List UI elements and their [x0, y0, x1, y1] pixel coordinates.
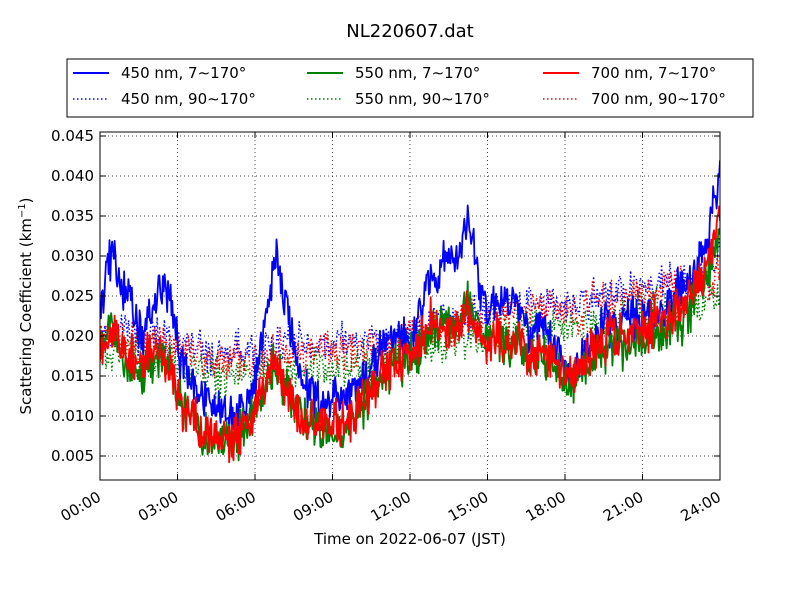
x-tick-label: 09:00 [290, 488, 336, 525]
x-tick-label: 21:00 [600, 488, 646, 525]
x-tick-label: 03:00 [135, 488, 181, 525]
x-axis-label: Time on 2022-06-07 (JST) [313, 530, 506, 548]
legend-label-1: 450 nm, 90∼170° [121, 90, 256, 108]
y-tick-label: 0.040 [51, 167, 94, 185]
x-tick-label: 12:00 [368, 488, 414, 525]
legend-label-3: 550 nm, 90∼170° [355, 90, 490, 108]
y-axis-label-close: ) [17, 197, 35, 203]
y-tick-label: 0.030 [51, 247, 94, 265]
series-layer [100, 160, 720, 464]
x-tick-label: 18:00 [523, 488, 569, 525]
legend-label-2: 550 nm, 7∼170° [355, 64, 480, 82]
legend: 450 nm, 7∼170° 450 nm, 90∼170° 550 nm, 7∼1… [66, 58, 754, 118]
legend-label-0: 450 nm, 7∼170° [121, 64, 246, 82]
chart-title: NL220607.dat [346, 21, 473, 42]
y-tick-label: 0.010 [51, 407, 94, 425]
y-tick-label: 0.020 [51, 327, 94, 345]
y-axis: 0.005 0.010 0.015 0.020 0.025 0.030 0.035 0.040… [51, 127, 720, 465]
x-tick-label: 06:00 [213, 488, 259, 525]
y-tick-label: 0.015 [51, 367, 94, 385]
y-axis-label-sup: −1 [17, 203, 28, 218]
series-line-1 [100, 237, 720, 376]
y-tick-label: 0.025 [51, 287, 94, 305]
legend-label-5: 700 nm, 90∼170° [591, 90, 726, 108]
series-line-4 [100, 205, 720, 464]
legend-label-4: 700 nm, 7∼170° [591, 64, 716, 82]
x-tick-label: 00:00 [58, 488, 104, 525]
x-tick-label: 15:00 [445, 488, 491, 525]
y-axis-label-main: Scattering Coefficient (km [17, 218, 35, 414]
y-tick-label: 0.045 [51, 127, 94, 145]
x-tick-label: 24:00 [678, 488, 724, 525]
y-axis-label: Scattering Coefficient (km−1) [17, 197, 35, 414]
series-line-5 [100, 255, 720, 382]
y-tick-label: 0.005 [51, 447, 94, 465]
legend-box [66, 58, 754, 118]
y-tick-label: 0.035 [51, 207, 94, 225]
